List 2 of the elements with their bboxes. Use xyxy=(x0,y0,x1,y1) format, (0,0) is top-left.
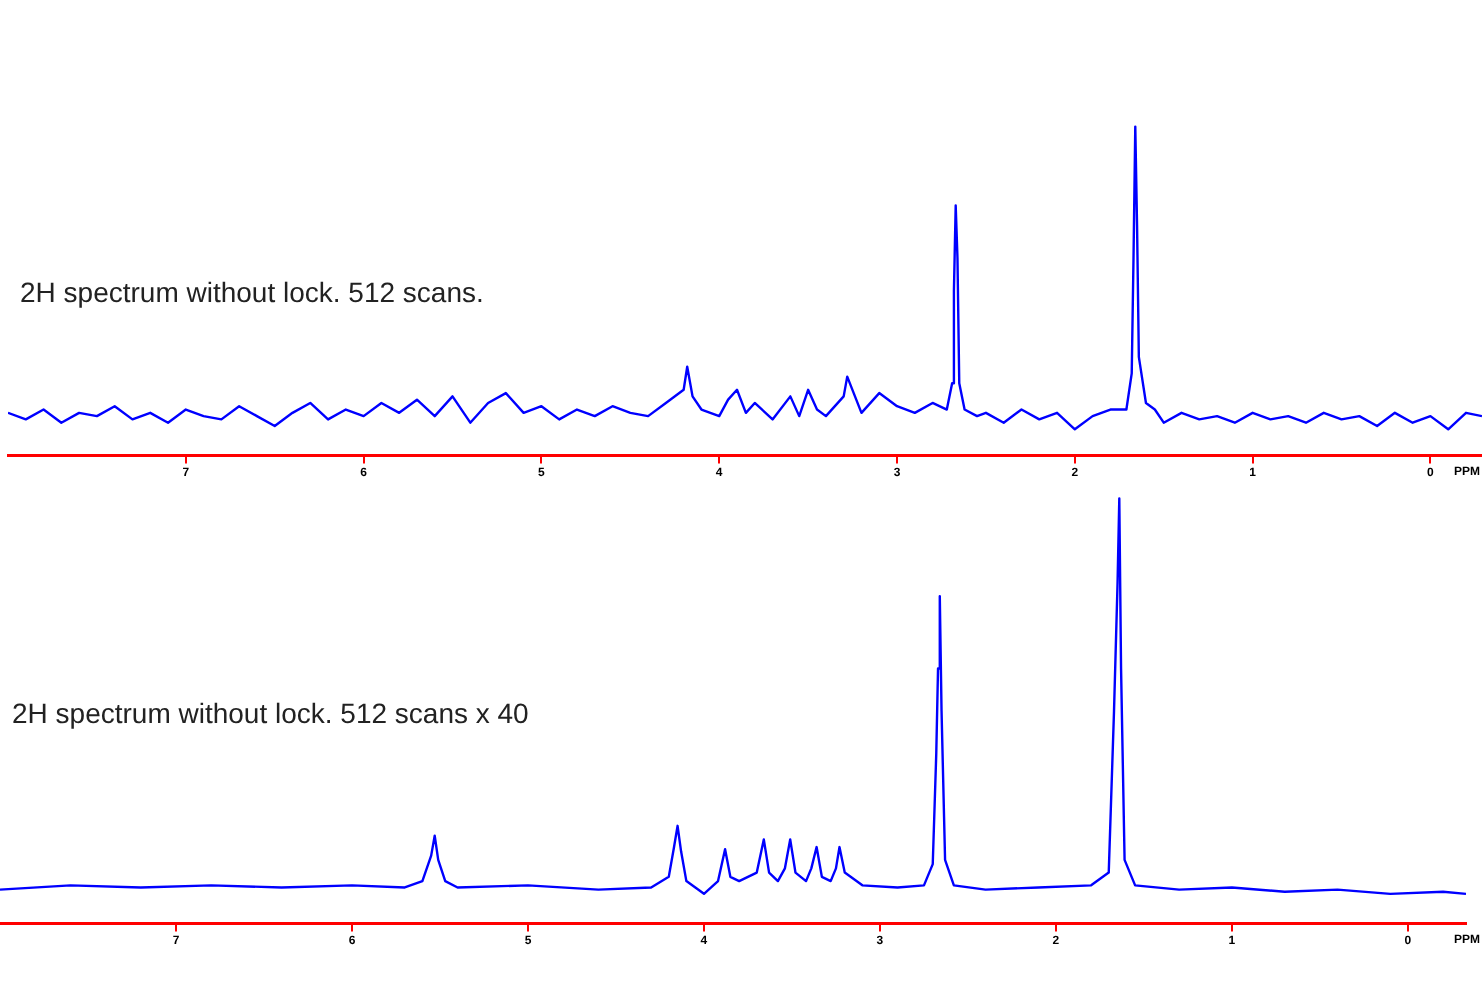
text: 2H spectrum without lock. 512 scans. xyxy=(20,276,484,309)
text: 2H spectrum without lock. 512 scans x 40 xyxy=(12,697,530,730)
